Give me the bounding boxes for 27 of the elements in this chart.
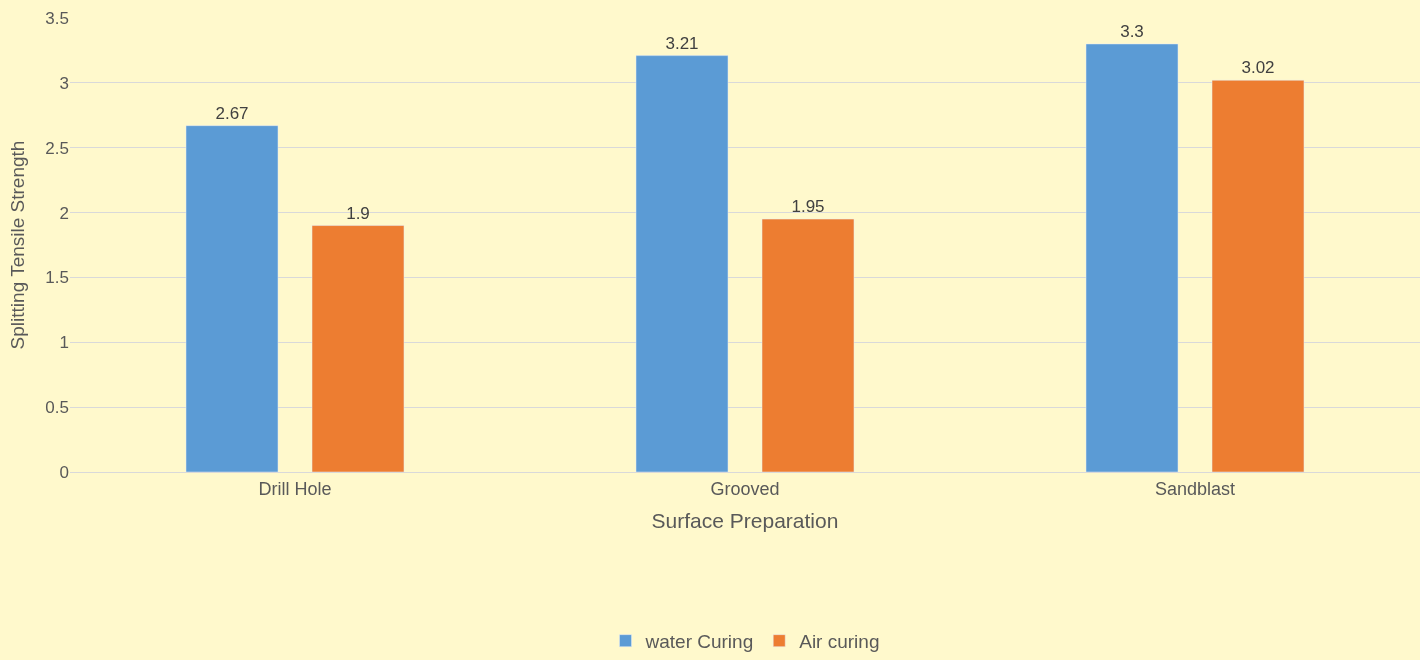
x-tick-label: Grooved: [710, 478, 780, 499]
y-axis-title: Splitting Tensile Strength: [7, 140, 29, 350]
y-tick-label: 0: [59, 462, 69, 482]
bar: [761, 218, 855, 472]
y-tick-label: 3.5: [45, 8, 69, 28]
x-tick-label: Sandblast: [1154, 478, 1236, 499]
data-label: 1.9: [346, 203, 370, 223]
y-tick-label: 1: [59, 333, 69, 353]
bar: [635, 55, 729, 472]
y-tick-label: 1.5: [45, 268, 69, 288]
legend-label: Air curing: [799, 631, 880, 653]
x-tick-label: Drill Hole: [258, 478, 332, 499]
data-label: 3.21: [665, 33, 699, 53]
bar: [1085, 43, 1179, 472]
y-tick-label: 2.5: [45, 138, 69, 158]
data-label: 2.67: [215, 103, 249, 123]
y-tick-label: 0.5: [45, 398, 69, 418]
data-label: 3.02: [1241, 58, 1275, 78]
legend-label: water Curing: [644, 631, 754, 653]
y-tick-label: 3: [59, 73, 69, 93]
data-label: 3.3: [1120, 21, 1144, 41]
bar: [185, 125, 279, 472]
bar: [311, 225, 405, 472]
y-tick-label: 2: [59, 203, 69, 223]
bar: [1211, 80, 1305, 472]
data-label: 1.95: [791, 197, 825, 217]
x-axis-title: Surface Preparation: [651, 508, 839, 532]
